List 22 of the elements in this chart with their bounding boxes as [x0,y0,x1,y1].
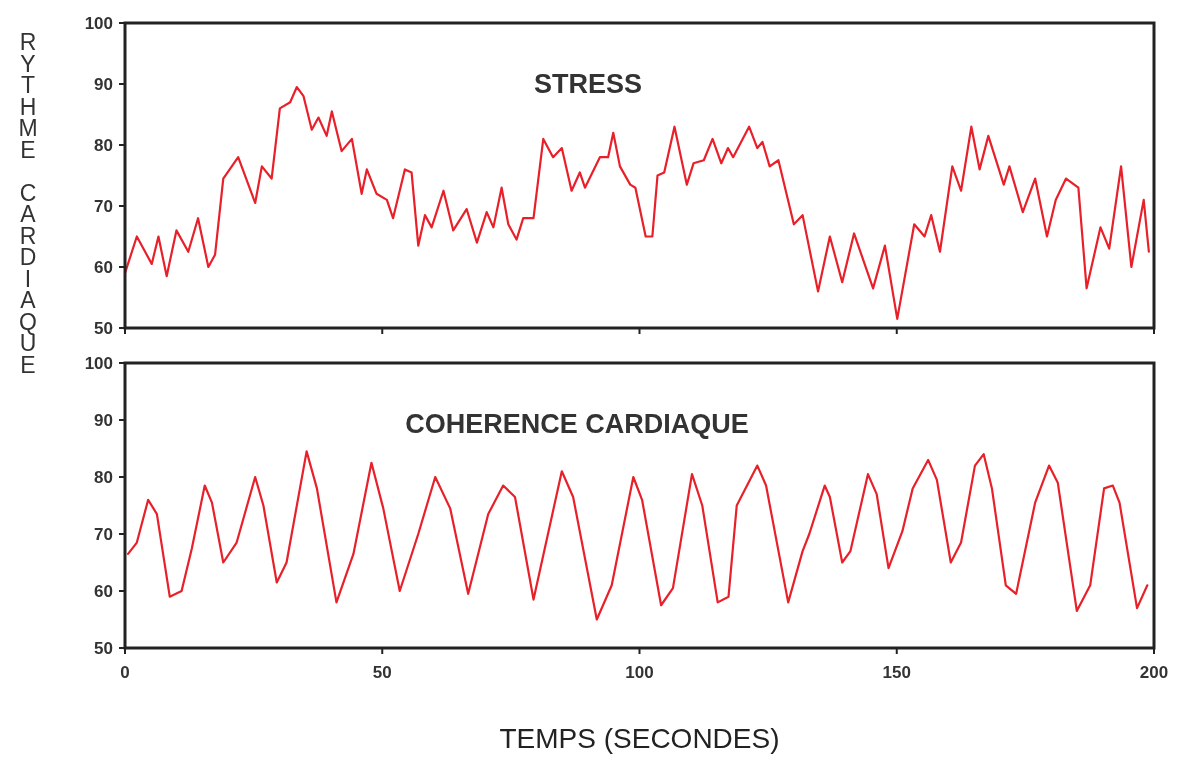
y-tick-label: 50 [94,318,113,338]
x-tick-label: 50 [372,663,392,682]
y-tick-label: 100 [84,353,113,373]
x-tick-label: 150 [882,663,911,682]
y-tick-label: 100 [84,13,113,33]
y-tick-label: 70 [94,196,113,216]
y-tick-label: 80 [94,135,113,155]
line-series [126,450,1149,621]
x-tick-label: 200 [1139,663,1169,682]
x-tick-label: 100 [625,663,654,682]
y-tick-label: 90 [94,74,113,94]
text: COHERENCE CARDIAQUE [405,409,749,439]
y-tick-label: 60 [94,581,113,601]
y-tick-label: 70 [94,524,113,544]
y-tick-label: 50 [94,638,113,658]
x-axis-title: TEMPS (SECONDES) [499,723,780,754]
y-tick-label: 90 [94,410,113,430]
y-tick-label: 80 [94,467,113,487]
x-tick-label: 0 [120,663,130,682]
text: RYTHME CARDIAQUE [18,29,38,378]
y-tick-label: 60 [94,257,113,277]
text: STRESS [533,69,643,99]
